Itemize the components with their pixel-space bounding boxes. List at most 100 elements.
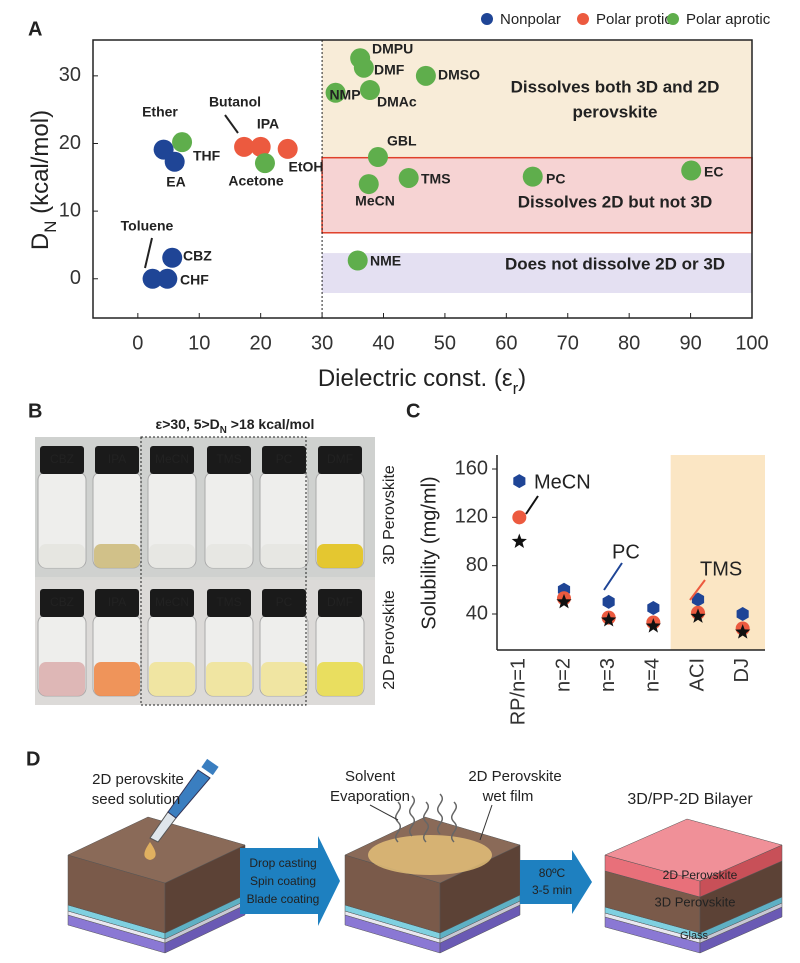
vial-label: TMS bbox=[216, 452, 241, 466]
point bbox=[358, 174, 379, 195]
y-tick-label: 40 bbox=[466, 602, 488, 624]
vial-label: MeCN bbox=[155, 452, 189, 466]
point bbox=[681, 160, 702, 181]
y-axis-label-part: D bbox=[27, 233, 54, 250]
point bbox=[735, 624, 751, 639]
region-label: Does not dissolve 2D or 3D bbox=[505, 254, 725, 273]
vial-cap bbox=[40, 446, 84, 474]
y-axis-label-part: N bbox=[41, 221, 60, 233]
legend-label: Polar protic bbox=[596, 11, 672, 28]
panel-letter: B bbox=[28, 400, 42, 422]
vial-liquid bbox=[261, 662, 307, 696]
legend-label: Polar aprotic bbox=[686, 11, 771, 28]
vial-liquid bbox=[149, 544, 195, 568]
point bbox=[359, 80, 380, 101]
point bbox=[556, 593, 572, 609]
schematic-text: 80ºC bbox=[539, 866, 566, 880]
vial-cap bbox=[150, 589, 194, 617]
vial-liquid bbox=[39, 662, 85, 696]
pointer bbox=[479, 804, 493, 841]
x-tick-label: n=4 bbox=[642, 658, 664, 692]
droplet bbox=[144, 842, 156, 860]
region bbox=[322, 253, 752, 293]
pipette-top bbox=[201, 758, 219, 776]
point bbox=[736, 607, 749, 621]
point-label: IPA bbox=[257, 116, 279, 132]
vial-cap bbox=[262, 446, 306, 474]
x-tick-label: 100 bbox=[735, 332, 768, 354]
series-annotation: PC bbox=[612, 541, 640, 563]
y-axis-label-part: (kcal/mol) bbox=[27, 110, 54, 221]
point bbox=[513, 474, 526, 489]
schematic-text: Evaporation bbox=[330, 788, 410, 805]
schematic-text: Solvent bbox=[345, 768, 396, 785]
vial-liquid bbox=[149, 662, 195, 696]
series-annotation: MeCN bbox=[534, 471, 591, 493]
layer-top bbox=[67, 816, 246, 884]
point bbox=[142, 268, 163, 289]
vapor bbox=[395, 801, 401, 843]
point-label: MeCN bbox=[355, 193, 395, 209]
vial-label: IPA bbox=[108, 595, 126, 609]
vial-cap bbox=[150, 446, 194, 474]
point bbox=[347, 250, 368, 271]
x-tick-label: 50 bbox=[434, 332, 456, 354]
vial-liquid bbox=[206, 544, 252, 568]
vial-label: IPA bbox=[108, 452, 126, 466]
vial-liquid bbox=[317, 662, 363, 696]
point-label: DMF bbox=[374, 62, 405, 78]
schematic-text: 2D Perovskite bbox=[468, 768, 561, 785]
schematic-text: 3D/PP-2D Bilayer bbox=[627, 791, 753, 808]
point-label: DMSO bbox=[438, 67, 480, 83]
vial-label: CBZ bbox=[50, 595, 74, 609]
pipette bbox=[167, 769, 211, 819]
vial-cap bbox=[262, 589, 306, 617]
series-annotation: TMS bbox=[700, 558, 742, 580]
vapor bbox=[409, 795, 415, 837]
point-label: EC bbox=[704, 164, 723, 180]
schematic-text: Spin coating bbox=[250, 874, 316, 888]
y-tick-label: 10 bbox=[59, 199, 81, 221]
vial-cap bbox=[318, 589, 362, 617]
point-label: Ether bbox=[142, 104, 178, 120]
x-tick-label: 20 bbox=[250, 332, 272, 354]
pointer bbox=[369, 804, 399, 821]
photo-title: ε>30, 5>DN >18 kcal/mol bbox=[156, 416, 315, 436]
legend-label: Nonpolar bbox=[500, 11, 561, 28]
point bbox=[602, 594, 615, 609]
point bbox=[325, 82, 346, 103]
point-label: THF bbox=[193, 148, 221, 164]
panel-letter: C bbox=[406, 400, 420, 422]
point-label: NME bbox=[370, 253, 401, 269]
highlight-box bbox=[140, 436, 307, 706]
vial-liquid bbox=[261, 544, 307, 568]
point bbox=[512, 510, 527, 525]
vial-label: PC bbox=[276, 595, 293, 609]
x-tick-label: 90 bbox=[679, 332, 701, 354]
photo-title-part: ε>30, 5>D bbox=[156, 416, 220, 432]
point bbox=[172, 132, 193, 153]
x-tick-label: 70 bbox=[557, 332, 579, 354]
point bbox=[601, 612, 617, 627]
point bbox=[277, 138, 298, 159]
arrow bbox=[520, 850, 592, 914]
legend-swatch bbox=[481, 13, 493, 25]
vapor bbox=[437, 793, 443, 835]
point-label: DMAc bbox=[377, 94, 417, 110]
schematic-text: 3D Perovskite bbox=[655, 894, 736, 909]
legend-swatch bbox=[577, 13, 589, 25]
annotation-line bbox=[603, 562, 623, 591]
y-tick-label: 30 bbox=[59, 64, 81, 86]
point bbox=[415, 65, 436, 86]
vapor bbox=[451, 801, 457, 843]
y-tick-label: 80 bbox=[466, 554, 488, 576]
vial-liquid bbox=[206, 662, 252, 696]
point-label: Butanol bbox=[209, 94, 261, 110]
region bbox=[322, 40, 752, 158]
region-label: Dissolves 2D but not 3D bbox=[518, 192, 713, 211]
point bbox=[690, 608, 706, 623]
vial-liquid bbox=[317, 544, 363, 568]
point bbox=[645, 618, 661, 633]
region-label: perovskite bbox=[572, 102, 657, 121]
